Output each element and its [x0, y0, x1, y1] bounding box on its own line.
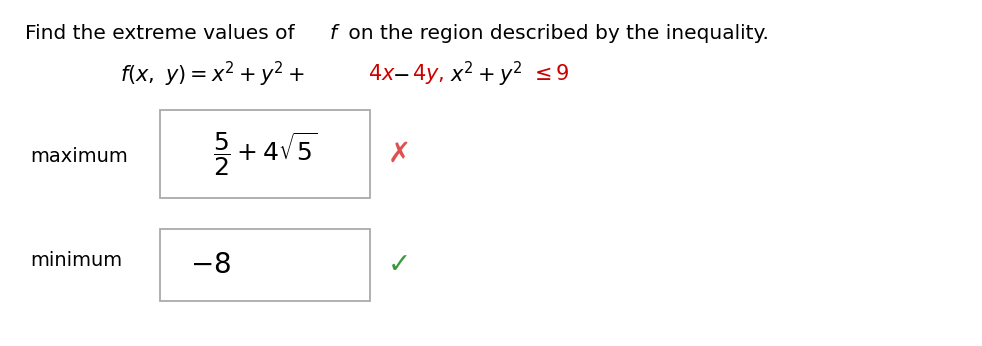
Text: $-$: $-$	[392, 64, 409, 84]
Text: maximum: maximum	[30, 146, 128, 165]
FancyBboxPatch shape	[160, 110, 370, 198]
Text: $\mathit{f}(x,\ y) = x^2 + y^2 + $: $\mathit{f}(x,\ y) = x^2 + y^2 + $	[120, 60, 305, 89]
Text: $\leq 9$: $\leq 9$	[530, 64, 570, 84]
Text: $x^2 + y^2$: $x^2 + y^2$	[450, 60, 522, 89]
Text: ✓: ✓	[388, 251, 411, 279]
FancyBboxPatch shape	[160, 229, 370, 301]
Text: f: f	[330, 24, 337, 43]
Text: $4x$: $4x$	[368, 64, 396, 84]
Text: $-8$: $-8$	[190, 251, 231, 279]
Text: on the region described by the inequality.: on the region described by the inequalit…	[342, 24, 769, 43]
Text: ✗: ✗	[388, 140, 411, 168]
Text: minimum: minimum	[30, 252, 122, 271]
Text: Find the extreme values of: Find the extreme values of	[25, 24, 301, 43]
Text: $4y,$: $4y,$	[412, 62, 444, 86]
Text: $\dfrac{5}{2} + 4\sqrt{5}$: $\dfrac{5}{2} + 4\sqrt{5}$	[213, 130, 317, 178]
